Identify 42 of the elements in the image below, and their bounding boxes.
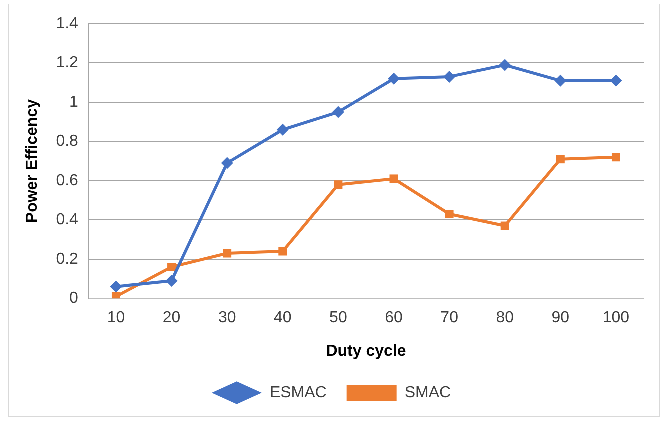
x-tick-label: 10: [107, 310, 126, 327]
point: [444, 70, 456, 83]
x-axis-title: Duty cycle: [326, 342, 406, 360]
point: [499, 59, 512, 72]
point: [278, 247, 288, 256]
point: [390, 174, 398, 184]
point: [556, 155, 565, 164]
point: [110, 280, 122, 293]
x-tick-label: 70: [440, 310, 459, 327]
x-tick-label: 30: [218, 310, 236, 327]
y-tick-label: 1: [70, 94, 79, 111]
point: [332, 106, 344, 118]
legend-label: ESMAC: [270, 384, 327, 402]
point: [554, 74, 567, 87]
y-tick-label: 1.4: [56, 15, 79, 32]
point: [221, 157, 234, 170]
y-tick-label: 0.8: [56, 133, 79, 150]
y-tick-label: 0.6: [56, 172, 79, 190]
point: [612, 153, 620, 162]
point: [334, 180, 343, 190]
y-tick-label: 0.2: [56, 250, 79, 268]
point: [112, 292, 120, 299]
x-tick-label: 100: [602, 310, 630, 327]
x-tick-label: 60: [385, 310, 403, 327]
x-tick-label: 50: [330, 310, 348, 327]
point: [610, 74, 622, 87]
x-tick-label: 40: [274, 310, 292, 327]
x-tick-label: 90: [552, 310, 570, 327]
point: [223, 249, 232, 258]
y-tick-label: 1.2: [56, 54, 79, 72]
point: [388, 72, 400, 85]
x-tick-label: 20: [162, 310, 181, 327]
point: [445, 210, 454, 218]
point: [166, 274, 178, 287]
y-axis-title: Power Efficency: [24, 99, 42, 224]
y-tick-label: 0: [70, 290, 79, 308]
x-tick-label: 80: [496, 310, 514, 327]
point: [500, 222, 510, 230]
point: [276, 124, 289, 136]
y-tick-label: 0.4: [56, 212, 79, 229]
legend-label: SMAC: [404, 384, 452, 402]
point: [168, 262, 176, 272]
